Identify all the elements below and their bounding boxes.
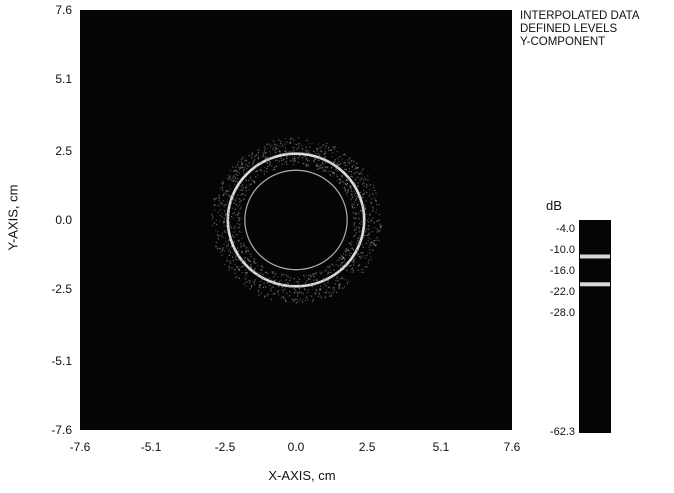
heatmap-plot (211, 137, 383, 304)
thin-ring (244, 169, 348, 271)
colorbar (579, 220, 611, 433)
colorbar-tick-label: -4.0 (556, 223, 575, 236)
annotation-line-3: Y-COMPONENT (520, 36, 606, 48)
y-tick-label: -7.6 (51, 423, 72, 437)
colorbar-band (580, 282, 610, 287)
annotation-line-2: DEFINED LEVELS (520, 23, 618, 35)
speckle-ring (211, 137, 383, 304)
colorbar-tick-label: -28.0 (549, 306, 575, 319)
y-tick-label: -2.5 (51, 282, 72, 297)
y-tick-label: -5.1 (51, 353, 72, 368)
colorbar-tick-label: -62.3 (549, 426, 575, 438)
colorbar-band (580, 254, 610, 259)
y-tick-label: 5.1 (55, 72, 72, 87)
y-tick-label: 2.5 (55, 143, 72, 158)
y-tick-label: 7.6 (55, 3, 72, 17)
x-tick-label: 5.1 (432, 440, 450, 454)
plot-area (80, 10, 512, 430)
colorbar-tick-label: -10.0 (549, 244, 575, 257)
x-tick-label: -7.6 (69, 440, 91, 454)
colorbar-title: dB (546, 198, 562, 213)
x-tick-label: -2.5 (214, 440, 236, 454)
colorbar-graphic (580, 254, 610, 287)
y-tick-label: 0.0 (55, 213, 72, 227)
x-axis-label: X-AXIS, cm (268, 468, 336, 483)
colorbar-tick-label: -22.0 (549, 285, 575, 298)
x-tick-label: 2.5 (358, 440, 376, 454)
y-axis-label: Y-AXIS, cm (5, 184, 21, 251)
annotation-line-1: INTERPOLATED DATA (520, 10, 640, 22)
colorbar-tick-label: -16.0 (549, 265, 575, 278)
x-tick-label: 7.6 (503, 440, 521, 454)
chart-annotations: INTERPOLATED DATA DEFINED LEVELS Y-COMPO… (520, 10, 640, 49)
x-tick-label: -5.1 (140, 440, 162, 454)
x-tick-label: 0.0 (287, 440, 305, 454)
